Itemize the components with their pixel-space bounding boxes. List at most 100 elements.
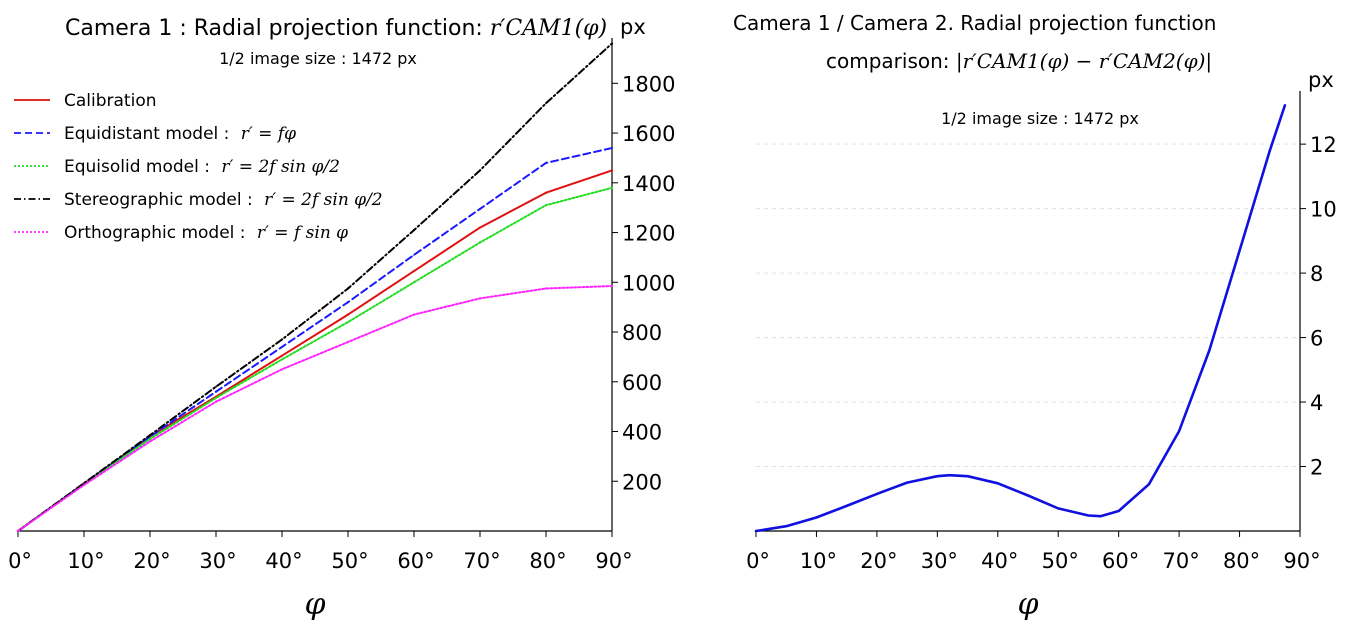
- data-point: [280, 358, 284, 361]
- data-point: [1087, 514, 1090, 517]
- chart-panel-2: 0° 10° 20° 30° 40° 50° 60° 70° 80° 90° 2 4 6 8 10 12 px φ…: [733, 11, 1337, 622]
- data-point: [815, 516, 818, 519]
- data-point: [82, 483, 86, 487]
- data-point: [754, 529, 758, 533]
- data-point: [610, 42, 614, 45]
- data-point: [214, 400, 218, 403]
- x-tick-label: 0°: [746, 549, 770, 573]
- chart-title: Camera 1 : Radial projection function: r…: [65, 16, 607, 41]
- data-point: [280, 368, 284, 371]
- x-tick-label: 90°: [1283, 549, 1320, 573]
- legend-formula: r′ = 2f sin φ/2: [221, 157, 340, 177]
- legend-formula: r′ = f sin φ: [257, 223, 348, 243]
- series-line-4: [17, 42, 613, 532]
- x-tick-label: 0°: [8, 549, 32, 573]
- data-point: [544, 287, 548, 290]
- x-tick-label: 70°: [463, 549, 500, 573]
- data-point: [936, 474, 939, 478]
- chart-title-line1: Camera 1 / Camera 2. Radial projection f…: [733, 11, 1216, 35]
- data-point: [412, 281, 416, 284]
- data-point: [905, 481, 909, 484]
- series-line-5: [17, 285, 613, 532]
- y-tick-label: 2: [1310, 456, 1323, 480]
- legend-entry: Equisolid model : r′ = 2f sin φ/2: [64, 157, 340, 177]
- data-point: [610, 169, 614, 172]
- data-point: [148, 434, 152, 437]
- y-tick-label: 4: [1310, 391, 1323, 415]
- data-point: [412, 253, 416, 257]
- x-tick-label: 80°: [1223, 549, 1260, 573]
- x-tick-label: 50°: [1042, 549, 1079, 573]
- legend-entry: Stereographic model : r′ = 2f sin φ/2: [64, 190, 383, 210]
- data-point: [1283, 104, 1287, 107]
- data-point: [346, 320, 350, 324]
- data-point: [214, 390, 218, 393]
- data-point: [785, 524, 788, 528]
- data-point: [948, 474, 951, 477]
- series-line-3: [17, 186, 613, 532]
- data-point: [610, 146, 614, 150]
- data-point: [544, 161, 548, 165]
- data-point: [478, 241, 482, 244]
- x-tick-label: 10°: [800, 549, 837, 573]
- data-point: [875, 492, 879, 496]
- data-point: [1268, 149, 1271, 152]
- x-tick-label: 30°: [199, 549, 236, 573]
- legend-formula: r′ = fφ: [241, 124, 296, 144]
- legend-entry: Calibration: [64, 91, 157, 111]
- data-point: [148, 437, 152, 441]
- data-point: [16, 529, 20, 533]
- legend-label: Stereographic model :: [64, 190, 258, 210]
- chart-title-line2: comparison: |r′CAM1(φ) − r′CAM2(φ)|: [826, 49, 1212, 74]
- x-tick-label: 90°: [595, 549, 632, 573]
- data-point: [280, 345, 284, 349]
- data-point: [280, 354, 284, 357]
- y-axis-label: px: [1308, 68, 1334, 92]
- chart-subtitle: 1/2 image size : 1472 px: [219, 49, 417, 68]
- chart-title-text: Camera 1 : Radial projection function:: [65, 16, 490, 41]
- data-point: [966, 474, 969, 478]
- data-point: [148, 440, 152, 443]
- data-point: [1026, 494, 1030, 497]
- data-point: [1238, 249, 1241, 252]
- legend: Calibration Equidistant model : r′ = fφ Eq…: [14, 91, 383, 243]
- x-tick-label: 50°: [331, 549, 368, 573]
- data-point: [610, 284, 614, 288]
- legend-label: Calibration: [64, 91, 157, 111]
- x-tick-label: 60°: [397, 549, 434, 573]
- x-tick-label: 70°: [1162, 549, 1199, 573]
- y-tick-label: 1400: [622, 172, 675, 196]
- series-line-1: [754, 104, 1287, 533]
- chart-panel-1: 0° 10° 20° 30° 40° 50° 60° 70° 80° 90° 200 400 600 80…: [8, 15, 675, 622]
- data-point: [1057, 507, 1060, 510]
- data-point: [346, 313, 350, 316]
- legend-label: Orthographic model :: [64, 223, 251, 243]
- data-point: [1147, 483, 1151, 486]
- y-tick-label: 1000: [622, 271, 675, 295]
- chart-title-math: r′CAM1(φ): [490, 16, 607, 41]
- data-point: [346, 287, 350, 290]
- y-tick-label: 1600: [622, 122, 675, 146]
- y-tick-label: 6: [1310, 327, 1323, 351]
- x-tick-label: 20°: [860, 549, 897, 573]
- y-tick-label: 800: [622, 321, 662, 345]
- data-point: [996, 482, 999, 485]
- legend-label: Equidistant model :: [64, 124, 235, 144]
- data-point: [280, 338, 284, 341]
- data-point: [1117, 509, 1120, 513]
- data-point: [1208, 349, 1211, 352]
- data-point: [412, 269, 416, 273]
- chart-title-text: comparison:: [826, 49, 956, 73]
- y-tick-label: 600: [622, 371, 662, 395]
- data-point: [1099, 514, 1102, 518]
- data-point: [478, 226, 482, 229]
- y-tick-label: 8: [1310, 262, 1323, 286]
- data-point: [610, 186, 614, 189]
- legend-formula: r′ = 2f sin φ/2: [264, 190, 383, 210]
- y-tick-label: 1200: [622, 222, 675, 246]
- x-tick-label: 60°: [1102, 549, 1139, 573]
- y-tick-label: 400: [622, 421, 662, 445]
- x-axis-label: φ: [304, 587, 325, 622]
- data-point: [214, 385, 218, 388]
